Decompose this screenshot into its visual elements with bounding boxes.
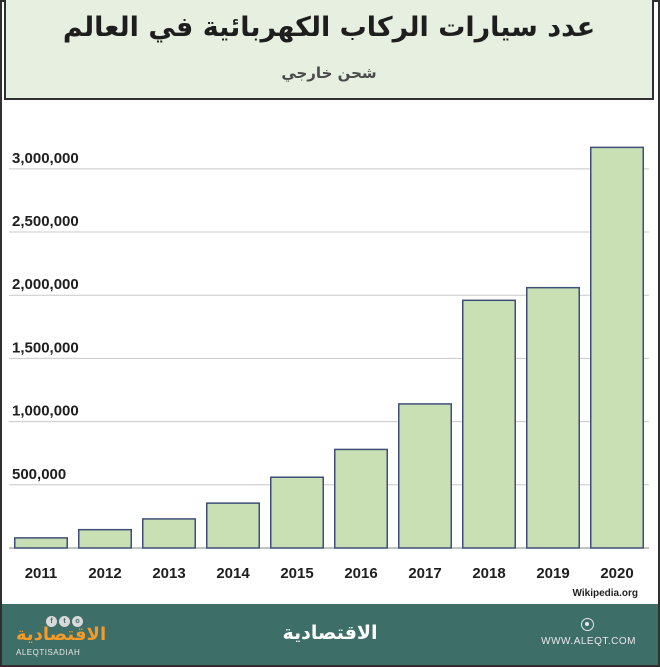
x-tick-label: 2015 — [280, 565, 313, 582]
source-credit: Wikipedia.org — [572, 588, 638, 599]
x-tick-label: 2016 — [344, 565, 377, 582]
footer-bar: f t o الاقتصادية ALEQTISADIAH الاقتصادية… — [2, 604, 658, 665]
footer-logo: الاقتصادية — [16, 624, 107, 645]
bar — [398, 403, 452, 549]
chart-title: عدد سيارات الركاب الكهربائية في العالم — [62, 12, 596, 43]
bar — [526, 286, 580, 549]
footer-logo-center: الاقتصادية — [282, 622, 378, 644]
header-panel: عدد سيارات الركاب الكهربائية في العالم ش… — [4, 0, 654, 100]
bar — [462, 299, 516, 549]
bar — [590, 146, 644, 549]
x-tick-label: 2020 — [600, 565, 633, 582]
bar — [206, 502, 260, 549]
instagram-icon[interactable]: o — [72, 616, 83, 627]
twitter-icon[interactable]: t — [59, 616, 70, 627]
footer-url[interactable]: WWW.ALEQT.COM — [541, 636, 636, 647]
bar — [78, 528, 132, 549]
facebook-icon[interactable]: f — [46, 616, 57, 627]
chart-subtitle: شحن خارجي — [281, 64, 377, 82]
x-tick-label: 2013 — [152, 565, 185, 582]
bar — [142, 518, 196, 549]
bar-chart: 500,000 1,000,000 1,500,000 2,000,000 2,500,… — [9, 146, 649, 582]
x-tick-label: 2017 — [408, 565, 441, 582]
y-tick-label: 3,000,000 — [12, 150, 79, 167]
y-tick-label: 2,500,000 — [12, 213, 79, 230]
footer-logo-latin: ALEQTISADIAH — [16, 648, 81, 657]
x-tick-label: 2012 — [88, 565, 121, 582]
x-tick-label: 2018 — [472, 565, 505, 582]
chart-area: 500,000 1,000,000 1,500,000 2,000,000 2,500,… — [4, 104, 654, 602]
y-tick-label: 1,000,000 — [12, 403, 79, 420]
social-icons: f t o — [46, 616, 83, 627]
x-tick-label: 2014 — [216, 565, 250, 582]
y-tick-label: 1,500,000 — [12, 339, 79, 356]
bar — [334, 448, 388, 549]
y-tick-label: 500,000 — [12, 466, 66, 483]
x-tick-label: 2011 — [25, 565, 58, 582]
bar — [14, 537, 68, 549]
bar — [270, 476, 324, 549]
y-tick-label: 2,000,000 — [12, 276, 79, 293]
x-tick-label: 2019 — [536, 565, 569, 582]
globe-icon — [581, 618, 594, 631]
